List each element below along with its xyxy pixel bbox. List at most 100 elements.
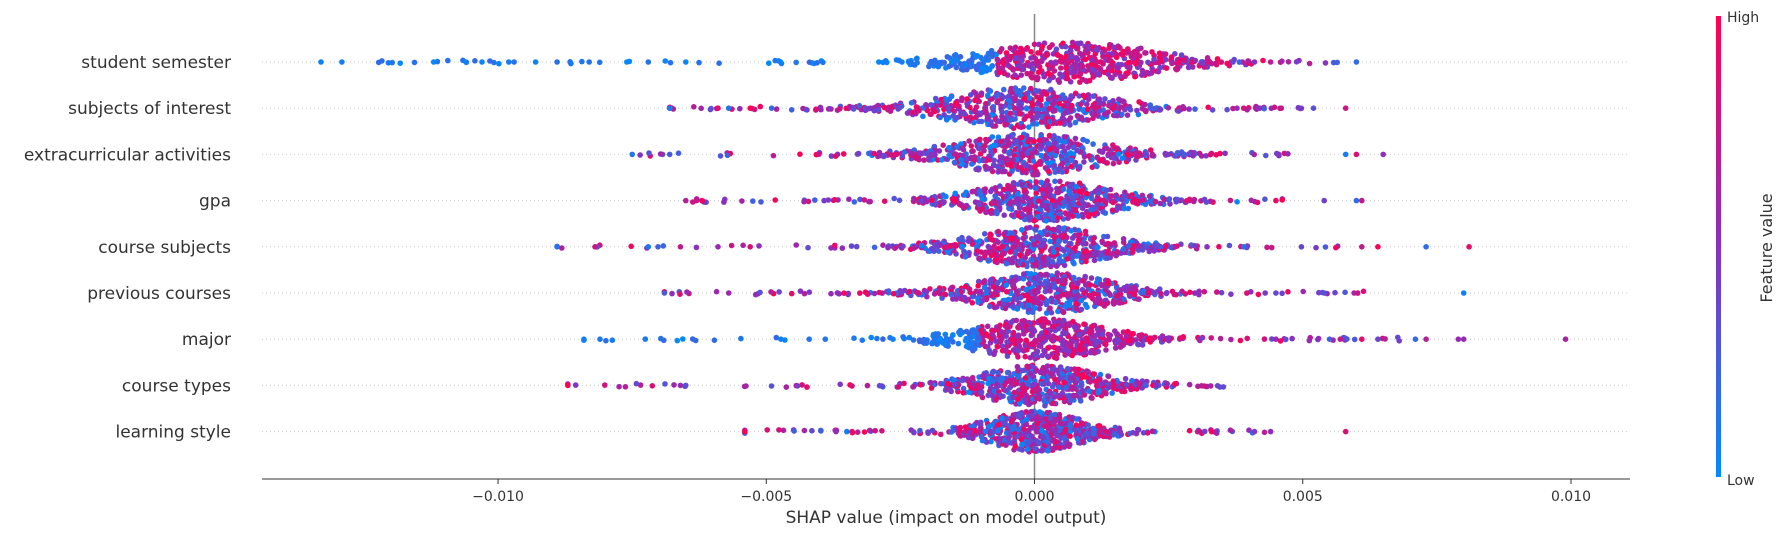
shap-point <box>1082 56 1089 63</box>
shap-point <box>1321 197 1327 204</box>
shap-point <box>788 290 795 297</box>
shap-point <box>991 142 997 149</box>
shap-point <box>768 383 775 389</box>
shap-point <box>660 243 667 249</box>
shap-point <box>952 196 958 203</box>
shap-point <box>1055 286 1062 293</box>
shap-point <box>1228 336 1234 343</box>
shap-point <box>1035 274 1041 281</box>
shap-point <box>1040 136 1047 143</box>
shap-point <box>1155 242 1161 248</box>
shap-point <box>757 289 763 296</box>
shap-point <box>756 243 762 249</box>
shap-point <box>1146 193 1153 200</box>
shap-point <box>1054 51 1060 58</box>
shap-point <box>820 59 826 66</box>
shap-point <box>680 336 686 342</box>
shap-point <box>1067 150 1074 156</box>
shap-point <box>1052 59 1059 65</box>
shap-point <box>985 392 991 399</box>
shap-point <box>1177 335 1183 341</box>
shap-point <box>1261 105 1267 112</box>
shap-point <box>1169 60 1175 67</box>
shap-point <box>954 291 960 297</box>
shap-point <box>1098 59 1104 65</box>
shap-point <box>1142 382 1149 388</box>
shap-point <box>1090 67 1097 73</box>
shap-point <box>1046 132 1053 139</box>
shap-point <box>1125 243 1132 249</box>
shap-point <box>1032 167 1038 174</box>
shap-point <box>816 151 822 157</box>
shap-point <box>776 289 782 295</box>
shap-point <box>1075 213 1081 219</box>
shap-point <box>971 107 978 114</box>
shap-point <box>667 59 674 66</box>
shap-point <box>1072 119 1079 126</box>
shap-point <box>375 59 382 66</box>
shap-point <box>655 244 661 250</box>
shap-point <box>1001 70 1008 77</box>
shap-point <box>597 336 603 343</box>
shap-point <box>992 198 998 205</box>
shap-point <box>992 193 998 199</box>
shap-point <box>1071 274 1077 281</box>
shap-point <box>1065 348 1072 354</box>
shap-point <box>1359 197 1365 204</box>
shap-point <box>979 69 986 75</box>
shap-point <box>1112 328 1118 334</box>
shap-point <box>1106 45 1112 51</box>
shap-point <box>1224 60 1230 67</box>
shap-point <box>891 195 897 202</box>
shap-point <box>1245 58 1252 64</box>
shap-point <box>1279 58 1285 64</box>
shap-point <box>986 347 992 354</box>
shap-point <box>1032 203 1039 209</box>
shap-point <box>980 157 986 164</box>
shap-point <box>1090 371 1096 377</box>
shap-point <box>1009 235 1015 242</box>
shap-point <box>966 58 972 64</box>
shap-point <box>1080 241 1087 247</box>
shap-point <box>976 188 983 194</box>
shap-point <box>1012 96 1018 102</box>
shap-point <box>812 197 818 203</box>
shap-point <box>1006 104 1013 110</box>
shap-point <box>1054 294 1061 301</box>
shap-point <box>1033 296 1040 302</box>
shap-point <box>1026 182 1033 189</box>
shap-point <box>1145 59 1151 66</box>
shap-point <box>1105 281 1112 287</box>
shap-point <box>1126 193 1133 200</box>
shap-point <box>983 164 990 170</box>
shap-point <box>1065 215 1071 221</box>
shap-point <box>1049 258 1056 265</box>
shap-point <box>689 336 696 342</box>
shap-point <box>684 289 690 295</box>
shap-point <box>1078 297 1084 304</box>
shap-point <box>1114 145 1121 151</box>
shap-point <box>1041 281 1048 287</box>
shap-point <box>1002 193 1009 200</box>
shap-point <box>986 66 993 73</box>
shap-point <box>1028 55 1034 61</box>
shap-point <box>1086 153 1092 159</box>
shap-point <box>725 290 732 296</box>
shap-point <box>888 152 895 158</box>
shap-point <box>1032 163 1038 170</box>
shap-point <box>1079 144 1086 151</box>
shap-point <box>1114 249 1120 255</box>
shap-point <box>1119 341 1126 347</box>
shap-point <box>1029 257 1035 263</box>
shap-point <box>1112 345 1119 351</box>
shap-point <box>1059 115 1066 121</box>
shap-point <box>1038 97 1044 103</box>
shap-point <box>941 244 948 251</box>
shap-point <box>1085 388 1092 394</box>
shap-point <box>846 103 853 110</box>
shap-point <box>1128 285 1135 292</box>
shap-point <box>1110 63 1117 69</box>
shap-point <box>1057 178 1063 185</box>
shap-point <box>866 198 872 205</box>
shap-point <box>1121 296 1127 303</box>
